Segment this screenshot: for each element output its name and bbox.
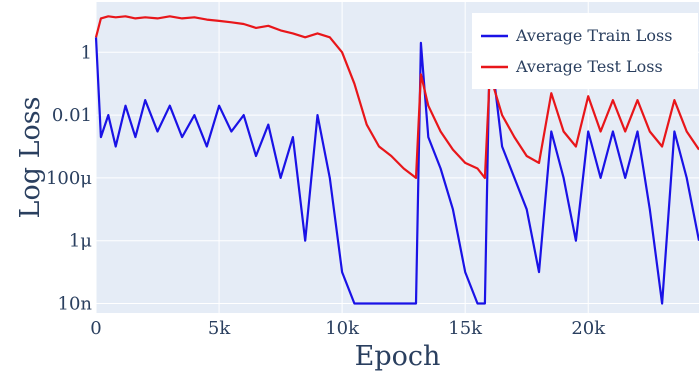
- legend-label-train: Average Train Loss: [515, 26, 672, 45]
- y-axis-title: Log Loss: [15, 97, 46, 219]
- legend-background: [472, 13, 698, 89]
- x-tick-label: 0: [90, 318, 101, 339]
- y-tick-label: 100μ: [46, 168, 92, 189]
- x-tick-label: 5k: [208, 318, 231, 339]
- x-axis-title: Epoch: [355, 341, 441, 372]
- y-tick-label: 1μ: [69, 231, 92, 252]
- x-tick-labels: 0 5k 10k 15k 20k: [90, 318, 606, 339]
- y-tick-label: 10n: [58, 294, 93, 315]
- y-tick-label: 1: [81, 42, 92, 63]
- series-lines: [94, 15, 699, 305]
- x-tick-label: 15k: [448, 318, 483, 339]
- series-line-train: [94, 37, 699, 305]
- x-tick-label: 10k: [325, 318, 360, 339]
- legend: Average Train Loss Average Test Loss: [472, 13, 698, 89]
- legend-label-test: Average Test Loss: [515, 57, 663, 76]
- series-line-test: [94, 15, 699, 179]
- x-tick-label: 20k: [571, 318, 606, 339]
- y-tick-label: 0.01: [52, 105, 92, 126]
- y-tick-labels: 10n 1μ 100μ 0.01 1: [46, 42, 92, 314]
